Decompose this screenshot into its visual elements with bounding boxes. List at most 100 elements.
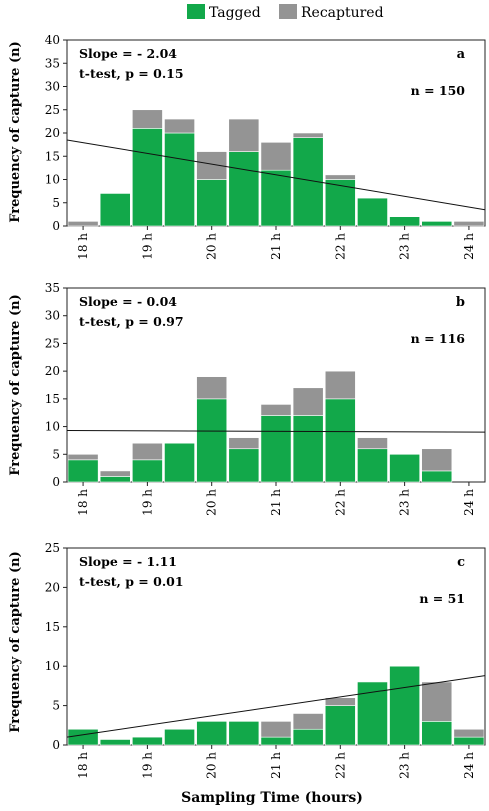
bar-recaptured (228, 437, 260, 450)
bar-recaptured (260, 142, 292, 171)
bar-tagged (228, 151, 260, 227)
bar-tagged (421, 470, 453, 483)
bar-tagged (164, 728, 195, 746)
bar-recaptured (292, 387, 324, 416)
panel-b: 0 5 10 15 20 25 30 35 18 h 19 h 20 h 21 h 22 h 23 h 24… (45, 281, 486, 516)
x-tick-label: 22 h (333, 233, 347, 260)
trendline (66, 675, 486, 738)
panel-a: 0 5 10 15 20 25 30 35 40 18 h 19 h 20 h 21 h 22 h 23 h… (45, 33, 486, 260)
y-tick-label: 30 (45, 309, 60, 323)
y-tick-label: 10 (45, 659, 60, 673)
x-tick-label: 22 h (333, 752, 347, 779)
bar-tagged (132, 128, 163, 227)
bar-recaptured (260, 404, 292, 416)
legend-label-tagged: Tagged (209, 5, 261, 21)
bar-recaptured (324, 174, 356, 180)
panel-letter: b (456, 295, 465, 310)
bar-tagged (260, 736, 292, 746)
y-tick-label: 15 (45, 392, 60, 406)
bar-tagged (324, 179, 356, 227)
y-tick-label: 30 (45, 80, 60, 94)
legend-swatch-recaptured (279, 4, 297, 19)
y-tick-label: 20 (45, 126, 60, 140)
x-tick-label: 24 h (462, 489, 476, 516)
bar-recaptured (357, 437, 388, 450)
x-tick-label: 18 h (76, 752, 90, 779)
y-axis-label-a: Frequency of capture (n) (8, 41, 23, 222)
bar-tagged (67, 728, 99, 746)
bar-tagged (228, 721, 260, 746)
x-tick-label: 18 h (76, 489, 90, 516)
x-tick-label: 19 h (140, 233, 154, 260)
bar-recaptured (453, 221, 485, 227)
y-axis-label-b: Frequency of capture (n) (8, 294, 23, 475)
bar-tagged (357, 448, 388, 483)
bar-recaptured (324, 370, 356, 400)
y-tick-label: 10 (45, 420, 60, 434)
bar-recaptured (260, 721, 292, 738)
bar-tagged (164, 442, 195, 483)
y-tick-label: 0 (52, 475, 60, 489)
x-tick-label: 18 h (76, 233, 90, 260)
bar-tagged (453, 736, 485, 746)
x-tick-label: 22 h (333, 489, 347, 516)
ttest-annotation: t-test, p = 0.15 (79, 66, 184, 81)
bar-tagged (389, 665, 420, 746)
bar-tagged (196, 721, 228, 746)
bar-tagged (292, 415, 324, 483)
n-annotation: n = 116 (411, 331, 466, 346)
slope-annotation: Slope = - 1.11 (79, 554, 177, 569)
bar-tagged (132, 736, 163, 746)
panel-c: 0 5 10 15 20 25 18 h 19 h 20 h 21 h 22 h 23 h 24 h Sl… (45, 541, 486, 779)
bar-recaptured (67, 221, 99, 227)
ttest-annotation: t-test, p = 0.97 (79, 314, 184, 329)
y-tick-label: 25 (45, 336, 60, 350)
slope-annotation: Slope = - 0.04 (79, 294, 177, 309)
legend-swatch-tagged (187, 4, 205, 19)
ttest-annotation: t-test, p = 0.01 (79, 574, 184, 589)
x-tick-label: 19 h (140, 489, 154, 516)
bar-tagged (164, 132, 195, 227)
trendline (66, 139, 486, 211)
bar-recaptured (196, 376, 228, 400)
y-tick-label: 15 (45, 149, 60, 163)
y-tick-label: 20 (45, 364, 60, 378)
bar-recaptured (132, 442, 163, 461)
x-tick-label: 23 h (398, 233, 412, 260)
bar-recaptured (324, 697, 356, 706)
slope-annotation: Slope = - 2.04 (79, 46, 177, 61)
bar-tagged (99, 476, 131, 483)
x-tick-label: 20 h (205, 752, 219, 779)
bar-tagged (99, 739, 131, 746)
x-axis-label: Sampling Time (hours) (181, 790, 363, 806)
x-tick-label: 20 h (205, 489, 219, 516)
y-tick-label: 20 (45, 580, 60, 594)
bar-tagged (357, 197, 388, 227)
bar-tagged (196, 179, 228, 227)
y-tick-label: 0 (52, 738, 60, 752)
bar-tagged (196, 398, 228, 483)
bar-recaptured (99, 470, 131, 477)
n-annotation: n = 150 (411, 83, 466, 98)
y-tick-label: 15 (45, 620, 60, 634)
x-tick-label: 24 h (462, 233, 476, 260)
bar-tagged (132, 459, 163, 483)
bar-recaptured (164, 118, 195, 134)
y-tick-label: 5 (52, 699, 60, 713)
x-tick-label: 20 h (205, 233, 219, 260)
y-tick-label: 5 (52, 196, 60, 210)
bar-tagged (292, 728, 324, 746)
trendline (66, 429, 486, 433)
y-axis-label-c: Frequency of capture (n) (8, 551, 23, 732)
n-annotation: n = 51 (419, 591, 465, 606)
y-tick-label: 5 (52, 447, 60, 461)
bar-recaptured (67, 453, 99, 461)
bar-tagged (99, 193, 131, 227)
y-tick-label: 35 (45, 281, 60, 295)
bar-tagged (260, 415, 292, 483)
bar-tagged (260, 169, 292, 227)
bar-recaptured (292, 713, 324, 730)
bar-tagged (357, 681, 388, 746)
bar-recaptured (228, 118, 260, 152)
